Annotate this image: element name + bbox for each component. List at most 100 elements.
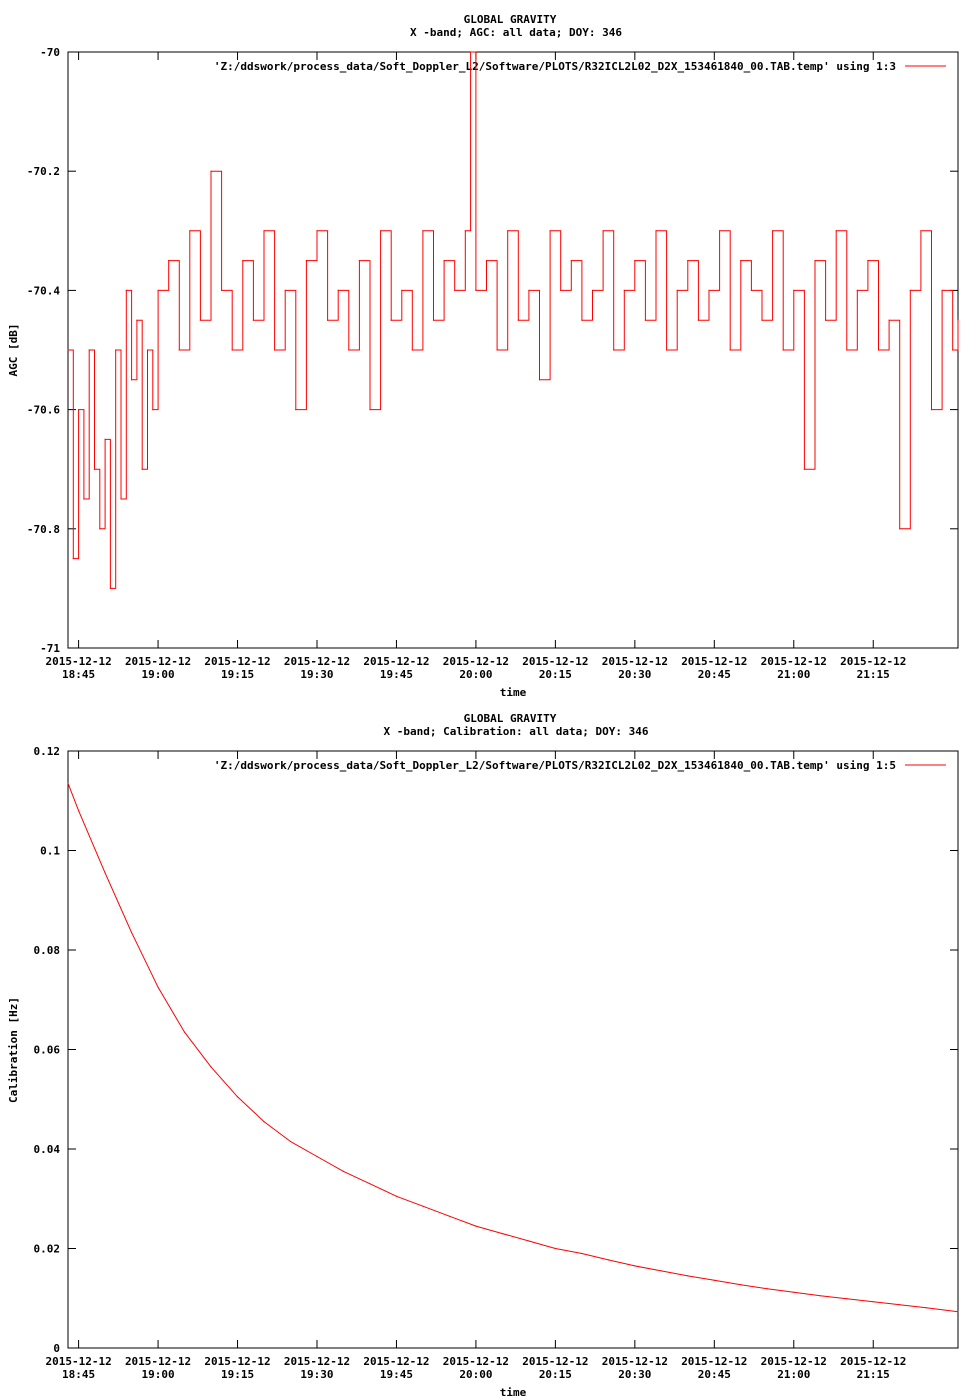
x-tick-time: 20:45 <box>698 1368 731 1381</box>
x-tick-time: 20:15 <box>539 1368 572 1381</box>
data-point <box>899 528 901 530</box>
x-tick-time: 20:00 <box>459 668 492 681</box>
data-point <box>199 319 201 321</box>
x-tick-time: 19:00 <box>141 668 174 681</box>
data-point <box>920 230 922 232</box>
data-point <box>104 872 106 874</box>
data-point <box>342 1170 345 1172</box>
data-point <box>422 230 424 232</box>
x-tick-date: 2015-12-12 <box>284 655 350 668</box>
data-point <box>803 468 806 470</box>
x-tick-time: 21:00 <box>777 668 810 681</box>
x-tick-date: 2015-12-12 <box>840 1355 906 1368</box>
data-point <box>925 1307 927 1309</box>
data-point <box>252 319 254 321</box>
x-tick-date: 2015-12-12 <box>443 1355 509 1368</box>
data-point <box>957 1311 959 1313</box>
data-point <box>131 932 133 934</box>
data-point <box>411 349 413 351</box>
data-point <box>305 260 307 262</box>
x-tick-date: 2015-12-12 <box>602 1355 668 1368</box>
x-tick-time: 21:00 <box>777 1368 810 1381</box>
x-tick-date: 2015-12-12 <box>443 655 509 668</box>
x-tick-date: 2015-12-12 <box>761 655 827 668</box>
x-tick-time: 20:45 <box>698 668 731 681</box>
data-point <box>740 1284 742 1286</box>
y-tick-label: -70.4 <box>27 284 60 297</box>
data-point <box>109 587 111 590</box>
calibration-chart: GLOBAL GRAVITY X -band; Calibration: all… <box>7 712 959 1399</box>
data-point <box>877 349 880 351</box>
x-tick-time: 19:45 <box>380 1368 413 1381</box>
data-point <box>867 260 869 262</box>
x-tick-date: 2015-12-12 <box>125 655 191 668</box>
x-tick-date: 2015-12-12 <box>681 1355 747 1368</box>
data-point <box>528 289 530 291</box>
data-point <box>507 230 509 232</box>
data-point <box>570 260 572 262</box>
x-tick-time: 19:45 <box>380 668 413 681</box>
data-point <box>766 1288 768 1290</box>
data-point <box>178 349 180 351</box>
y-tick-label: 0.06 <box>34 1044 61 1057</box>
data-point <box>454 289 456 291</box>
data-point <box>793 289 795 291</box>
data-point <box>772 230 774 232</box>
data-point <box>67 349 69 351</box>
data-point <box>549 230 551 232</box>
data-point <box>358 260 360 262</box>
series-line <box>68 51 959 589</box>
legend-label: 'Z:/ddswork/process_data/Soft_Doppler_L2… <box>214 759 896 772</box>
data-point <box>729 349 731 351</box>
data-point <box>607 1259 610 1261</box>
x-tick-time: 19:00 <box>141 1368 174 1381</box>
data-point <box>501 1233 503 1235</box>
series-line <box>67 783 959 1313</box>
y-tick-label: 0.02 <box>34 1243 61 1256</box>
y-tick-label: -70.8 <box>27 523 60 536</box>
data-point <box>464 230 466 232</box>
data-point <box>538 379 541 381</box>
data-point <box>157 289 159 291</box>
x-tick-date: 2015-12-12 <box>840 655 906 668</box>
x-tick-date: 2015-12-12 <box>761 1355 827 1368</box>
data-point <box>432 319 435 321</box>
x-tick-date: 2015-12-12 <box>284 1355 350 1368</box>
data-point <box>856 289 858 291</box>
x-tick-date: 2015-12-12 <box>602 655 668 668</box>
data-point <box>846 1298 848 1300</box>
data-point <box>327 319 329 321</box>
data-point <box>348 349 350 351</box>
data-point <box>872 1301 874 1303</box>
data-point <box>819 1295 821 1297</box>
data-point <box>496 349 498 351</box>
data-point <box>289 1140 292 1143</box>
data-point <box>136 319 138 321</box>
data-point <box>782 349 784 351</box>
data-point <box>88 349 90 351</box>
data-point <box>470 51 472 53</box>
data-point <box>517 319 519 321</box>
chart-subtitle: X -band; AGC: all data; DOY: 346 <box>410 26 622 39</box>
data-point <box>183 1031 186 1033</box>
y-tick-label: 0.1 <box>40 845 60 858</box>
data-point <box>528 1240 530 1242</box>
data-point <box>295 409 297 411</box>
data-point <box>814 260 816 262</box>
x-tick-time: 18:45 <box>62 668 95 681</box>
data-point <box>660 1270 662 1272</box>
data-point <box>443 260 445 262</box>
data-point <box>78 810 80 812</box>
x-axis-label: time <box>500 686 527 699</box>
data-point <box>422 1205 424 1207</box>
x-tick-date: 2015-12-12 <box>204 655 270 668</box>
data-point <box>120 498 122 500</box>
y-tick-label: -70.6 <box>27 404 60 417</box>
data-point <box>125 289 127 291</box>
data-point <box>560 289 562 291</box>
data-point <box>337 289 339 291</box>
data-point <box>369 1183 371 1185</box>
data-point <box>719 230 721 232</box>
x-tick-time: 20:00 <box>459 1368 492 1381</box>
data-point <box>146 349 149 351</box>
